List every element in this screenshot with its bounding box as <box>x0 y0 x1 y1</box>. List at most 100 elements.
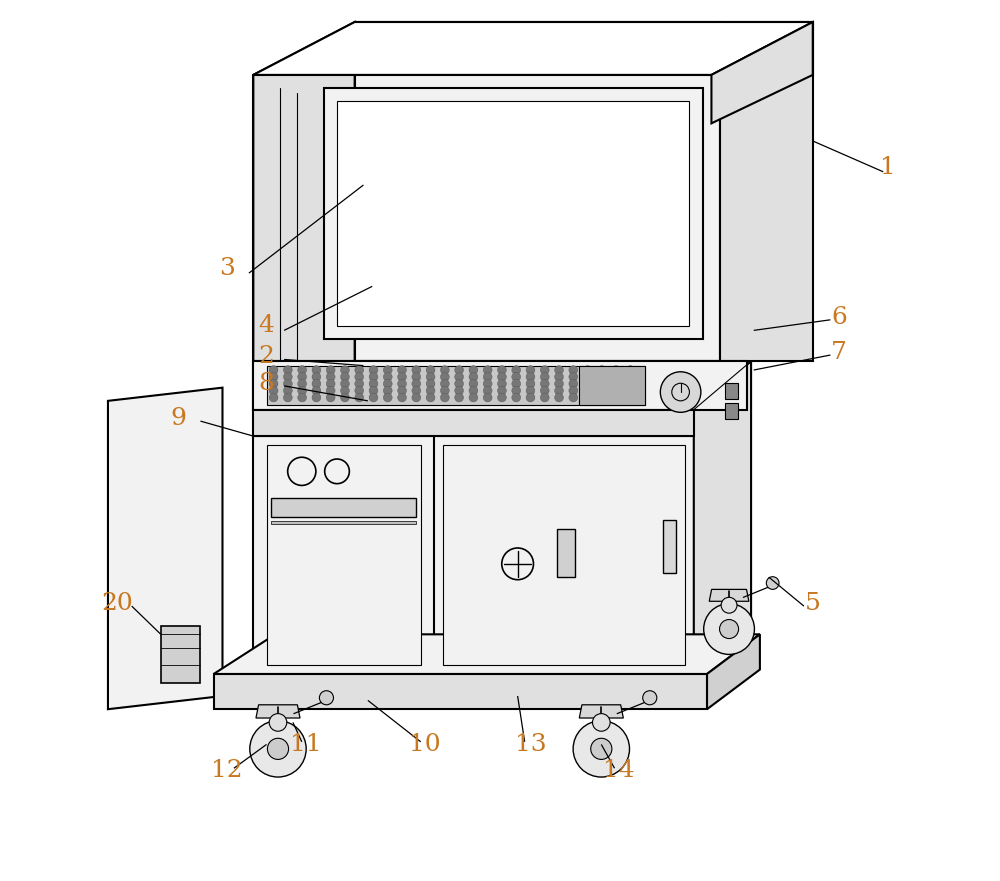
Circle shape <box>426 366 435 374</box>
Circle shape <box>341 386 349 395</box>
Circle shape <box>326 380 335 389</box>
Text: 7: 7 <box>831 341 847 364</box>
Circle shape <box>455 366 464 374</box>
Polygon shape <box>707 634 760 709</box>
Circle shape <box>469 373 478 381</box>
Circle shape <box>526 373 535 381</box>
Circle shape <box>312 373 321 381</box>
Text: 20: 20 <box>101 592 133 615</box>
Circle shape <box>383 386 392 395</box>
Circle shape <box>355 386 364 395</box>
Circle shape <box>483 393 492 402</box>
Circle shape <box>626 373 635 381</box>
Text: 2: 2 <box>259 345 274 368</box>
Circle shape <box>440 393 449 402</box>
Circle shape <box>412 393 421 402</box>
Circle shape <box>498 393 506 402</box>
Circle shape <box>250 721 306 777</box>
Circle shape <box>355 393 364 402</box>
Polygon shape <box>256 705 300 718</box>
Circle shape <box>612 393 621 402</box>
Circle shape <box>341 380 349 389</box>
Circle shape <box>540 373 549 381</box>
Bar <box>725 403 738 419</box>
Circle shape <box>341 366 349 374</box>
Circle shape <box>355 373 364 381</box>
Circle shape <box>583 380 592 389</box>
Circle shape <box>498 373 506 381</box>
Circle shape <box>283 393 292 402</box>
Circle shape <box>573 721 630 777</box>
Circle shape <box>660 372 701 412</box>
Circle shape <box>412 373 421 381</box>
Circle shape <box>540 380 549 389</box>
Circle shape <box>555 380 563 389</box>
Circle shape <box>597 386 606 395</box>
Text: 6: 6 <box>831 306 847 329</box>
Circle shape <box>569 373 578 381</box>
Polygon shape <box>253 361 747 410</box>
Circle shape <box>326 373 335 381</box>
Bar <box>271 498 416 517</box>
Circle shape <box>555 393 563 402</box>
Circle shape <box>283 380 292 389</box>
Circle shape <box>426 373 435 381</box>
Polygon shape <box>108 388 222 709</box>
Polygon shape <box>579 366 645 405</box>
Circle shape <box>312 393 321 402</box>
Circle shape <box>555 373 563 381</box>
Circle shape <box>269 714 287 731</box>
Circle shape <box>569 380 578 389</box>
Circle shape <box>426 380 435 389</box>
Polygon shape <box>709 589 749 601</box>
Text: 8: 8 <box>259 372 274 395</box>
Circle shape <box>283 386 292 395</box>
Text: 12: 12 <box>211 759 243 782</box>
Circle shape <box>626 386 635 395</box>
Circle shape <box>455 373 464 381</box>
Bar <box>725 383 738 399</box>
Circle shape <box>269 366 278 374</box>
Circle shape <box>369 380 378 389</box>
Polygon shape <box>253 410 694 436</box>
Circle shape <box>355 366 364 374</box>
Circle shape <box>398 373 406 381</box>
Circle shape <box>412 386 421 395</box>
Circle shape <box>498 380 506 389</box>
Circle shape <box>298 393 307 402</box>
Text: 5: 5 <box>805 592 821 615</box>
Circle shape <box>369 373 378 381</box>
Circle shape <box>369 393 378 402</box>
Polygon shape <box>355 22 813 75</box>
Circle shape <box>483 380 492 389</box>
Text: 1: 1 <box>880 156 896 179</box>
Polygon shape <box>253 436 694 674</box>
Circle shape <box>583 373 592 381</box>
Text: 10: 10 <box>409 733 441 756</box>
Circle shape <box>440 386 449 395</box>
Circle shape <box>319 691 333 705</box>
Circle shape <box>455 393 464 402</box>
Circle shape <box>512 380 521 389</box>
Circle shape <box>512 393 521 402</box>
Circle shape <box>369 386 378 395</box>
Circle shape <box>512 373 521 381</box>
Circle shape <box>483 366 492 374</box>
Circle shape <box>540 393 549 402</box>
Circle shape <box>326 386 335 395</box>
Circle shape <box>704 603 754 655</box>
Circle shape <box>569 393 578 402</box>
Circle shape <box>626 393 635 402</box>
Text: 14: 14 <box>603 759 635 782</box>
Circle shape <box>583 386 592 395</box>
Circle shape <box>626 366 635 374</box>
Circle shape <box>597 393 606 402</box>
Circle shape <box>267 738 289 759</box>
Polygon shape <box>253 22 813 75</box>
Circle shape <box>612 380 621 389</box>
Circle shape <box>412 380 421 389</box>
Circle shape <box>498 386 506 395</box>
Circle shape <box>383 393 392 402</box>
Circle shape <box>440 380 449 389</box>
Circle shape <box>398 380 406 389</box>
